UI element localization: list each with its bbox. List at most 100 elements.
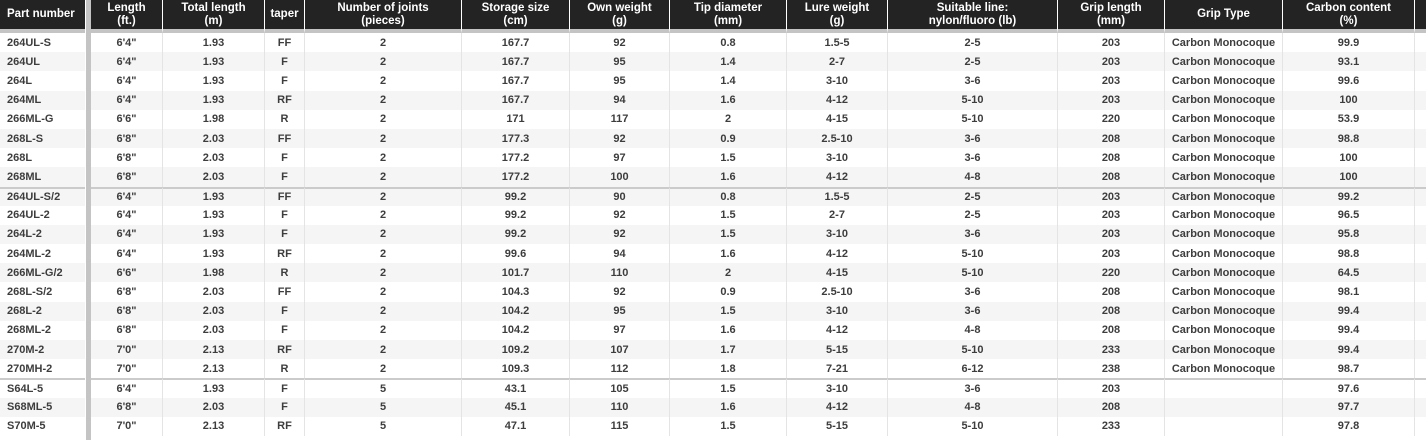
cell-own_weight_g: 95 — [570, 71, 670, 91]
table-row: S68ML-5 6'8" 2.03 F 5 45.1 110 1.6 4-12 4-8 208 97.… — [0, 397, 1426, 417]
cell-taper: F — [265, 167, 305, 187]
cell-grip_type: Carbon Monocoque — [1165, 224, 1283, 245]
header-row: Part number Length (ft.) Total length (m) t… — [0, 0, 1426, 33]
cell-total_length_m: 1.93 — [163, 205, 265, 225]
table-row: 268ML 6'8" 2.03 F 2 177.2 100 1.6 4-12 4-8 208 Carb… — [0, 167, 1426, 187]
cell-filler — [1415, 340, 1426, 360]
cell-grip_len_mm: 233 — [1058, 416, 1165, 436]
cell-grip_len_mm: 203 — [1058, 378, 1165, 398]
cell-tip_mm: 0.9 — [670, 128, 787, 149]
cell-carbon_pct: 97.8 — [1283, 416, 1415, 436]
cell-total_length_m: 2.13 — [163, 340, 265, 360]
cell-taper: R — [265, 359, 305, 379]
cell-storage_cm: 104.2 — [462, 320, 570, 340]
cell-own_weight_g: 97 — [570, 148, 670, 168]
cell-grip_len_mm: 208 — [1058, 397, 1165, 417]
cell-grip_len_mm: 208 — [1058, 167, 1165, 187]
cell-length_ft: 7'0" — [91, 416, 163, 436]
cell-carbon_pct: 98.1 — [1283, 282, 1415, 302]
cell-tip_mm: 2 — [670, 263, 787, 283]
cell-total_length_m: 2.03 — [163, 167, 265, 187]
cell-length_ft: 6'4" — [91, 244, 163, 264]
cell-lure_g: 2-7 — [787, 205, 888, 225]
cell-part: 264L — [0, 71, 91, 91]
cell-taper: F — [265, 378, 305, 398]
cell-grip_len_mm: 208 — [1058, 301, 1165, 321]
cell-carbon_pct: 100 — [1283, 167, 1415, 187]
cell-own_weight_g: 92 — [570, 33, 670, 53]
cell-length_ft: 6'6" — [91, 263, 163, 283]
cell-own_weight_g: 107 — [570, 340, 670, 360]
cell-tip_mm: 1.5 — [670, 416, 787, 436]
cell-line_lb: 4-8 — [888, 167, 1058, 187]
cell-storage_cm: 43.1 — [462, 378, 570, 398]
cell-lure_g: 3-10 — [787, 378, 888, 398]
cell-filler — [1415, 167, 1426, 187]
cell-total_length_m: 2.03 — [163, 282, 265, 302]
cell-grip_type: Carbon Monocoque — [1165, 109, 1283, 129]
cell-carbon_pct: 97.6 — [1283, 378, 1415, 398]
cell-part: S68ML-5 — [0, 397, 91, 417]
cell-own_weight_g: 100 — [570, 167, 670, 187]
cell-taper: F — [265, 71, 305, 91]
cell-own_weight_g: 112 — [570, 359, 670, 379]
cell-storage_cm: 109.2 — [462, 340, 570, 360]
cell-part: 264ML — [0, 90, 91, 110]
cell-taper: FF — [265, 128, 305, 149]
cell-joints: 2 — [305, 167, 462, 187]
table-row: 268L-S/2 6'8" 2.03 FF 2 104.3 92 0.9 2.5-10 3-6 20… — [0, 282, 1426, 302]
cell-part: 268L-2 — [0, 301, 91, 321]
cell-tip_mm: 1.5 — [670, 301, 787, 321]
cell-lure_g: 4-12 — [787, 167, 888, 187]
cell-storage_cm: 104.3 — [462, 282, 570, 302]
cell-lure_g: 7-21 — [787, 359, 888, 379]
cell-length_ft: 6'4" — [91, 71, 163, 91]
cell-tip_mm: 1.6 — [670, 244, 787, 264]
column-header-grip_type: Grip Type — [1165, 0, 1283, 33]
cell-own_weight_g: 105 — [570, 378, 670, 398]
cell-joints: 2 — [305, 128, 462, 149]
cell-part: 266ML-G/2 — [0, 263, 91, 283]
table-row: 266ML-G/2 6'6" 1.98 R 2 101.7 110 2 4-15 5-10 220 C… — [0, 263, 1426, 283]
cell-line_lb: 5-10 — [888, 90, 1058, 110]
cell-carbon_pct: 99.4 — [1283, 301, 1415, 321]
column-header-carbon_pct: Carbon content (%) — [1283, 0, 1415, 33]
cell-part: 264L-2 — [0, 224, 91, 245]
cell-carbon_pct: 99.6 — [1283, 71, 1415, 91]
cell-storage_cm: 109.3 — [462, 359, 570, 379]
cell-total_length_m: 2.03 — [163, 128, 265, 149]
cell-line_lb: 2-5 — [888, 186, 1058, 206]
cell-own_weight_g: 92 — [570, 128, 670, 149]
cell-part: 268L-S — [0, 128, 91, 149]
cell-line_lb: 5-10 — [888, 109, 1058, 129]
cell-own_weight_g: 95 — [570, 52, 670, 72]
cell-line_lb: 3-6 — [888, 282, 1058, 302]
cell-storage_cm: 47.1 — [462, 416, 570, 436]
table-row: 268L-S 6'8" 2.03 FF 2 177.3 92 0.9 2.5-10 3-6 208 C… — [0, 128, 1426, 149]
cell-carbon_pct: 64.5 — [1283, 263, 1415, 283]
cell-grip_len_mm: 208 — [1058, 320, 1165, 340]
cell-filler — [1415, 90, 1426, 110]
column-header-part: Part number — [0, 0, 91, 33]
cell-grip_type: Carbon Monocoque — [1165, 301, 1283, 321]
cell-grip_type: Carbon Monocoque — [1165, 359, 1283, 379]
cell-carbon_pct: 93.1 — [1283, 52, 1415, 72]
cell-grip_len_mm: 203 — [1058, 71, 1165, 91]
cell-line_lb: 3-6 — [888, 301, 1058, 321]
column-header-storage_cm: Storage size (cm) — [462, 0, 570, 33]
cell-part: 270MH-2 — [0, 359, 91, 379]
cell-filler — [1415, 71, 1426, 91]
cell-part: S64L-5 — [0, 378, 91, 398]
table-body: 264UL-S 6'4" 1.93 FF 2 167.7 92 0.8 1.5-5 2-5 203 C… — [0, 33, 1426, 436]
cell-lure_g: 1.5-5 — [787, 186, 888, 206]
cell-filler — [1415, 301, 1426, 321]
cell-taper: RF — [265, 90, 305, 110]
table-row: S64L-5 6'4" 1.93 F 5 43.1 105 1.5 3-10 3-6 203 97.6 — [0, 378, 1426, 398]
cell-filler — [1415, 109, 1426, 129]
cell-storage_cm: 167.7 — [462, 71, 570, 91]
column-header-filler — [1415, 0, 1426, 33]
cell-total_length_m: 2.13 — [163, 416, 265, 436]
cell-storage_cm: 171 — [462, 109, 570, 129]
cell-part: 268ML — [0, 167, 91, 187]
cell-own_weight_g: 117 — [570, 109, 670, 129]
